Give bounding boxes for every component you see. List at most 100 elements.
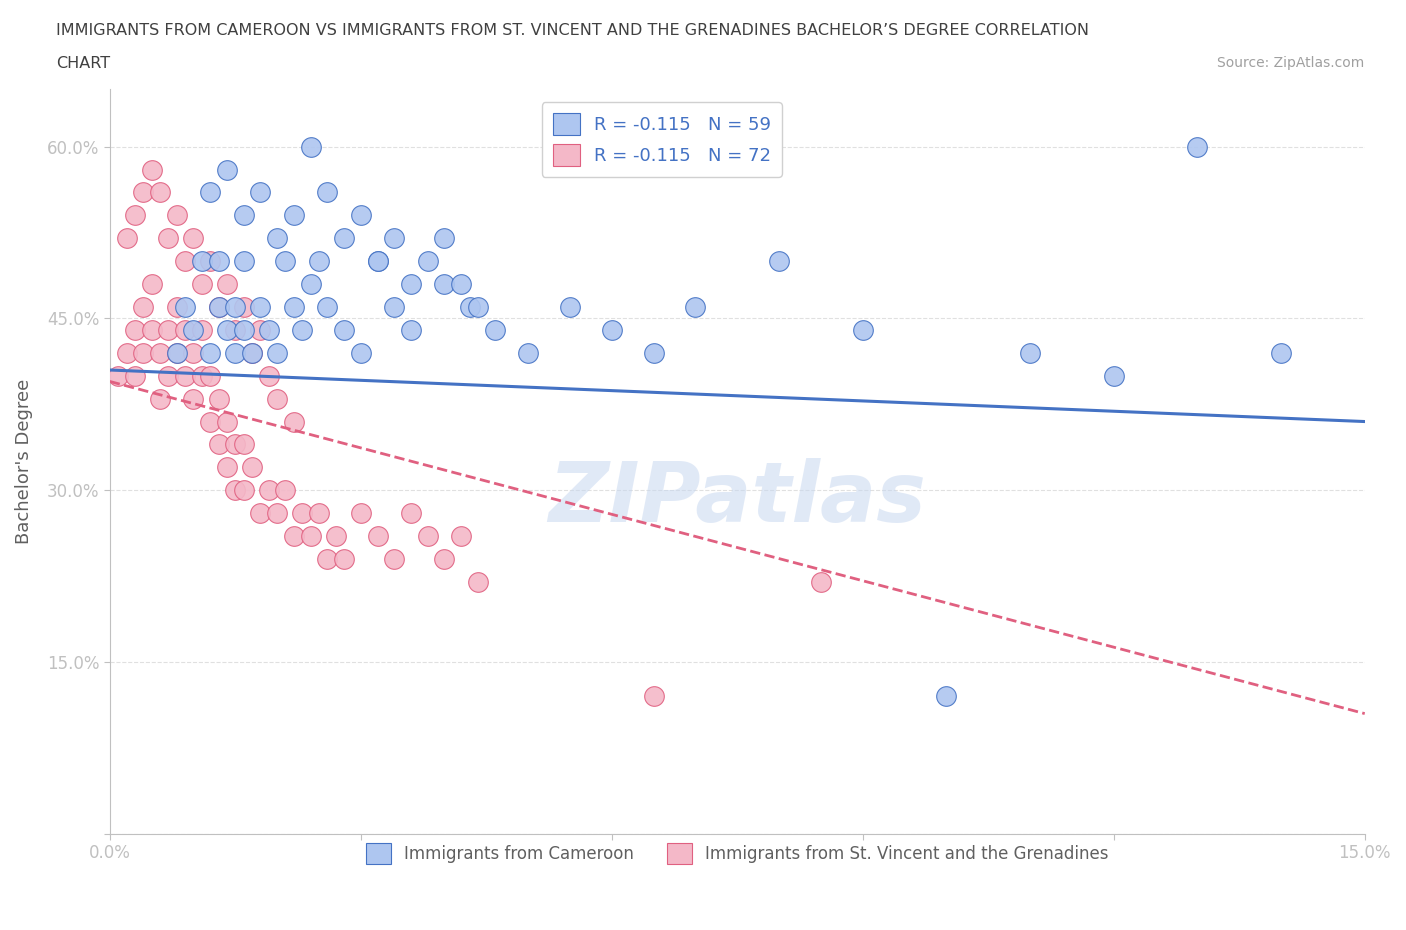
- Point: [191, 276, 214, 291]
- Point: [107, 368, 129, 383]
- Point: [224, 323, 246, 338]
- Point: [174, 254, 197, 269]
- Point: [141, 162, 163, 177]
- Point: [450, 276, 472, 291]
- Point: [207, 437, 229, 452]
- Point: [200, 185, 222, 200]
- Point: [266, 506, 288, 521]
- Text: IMMIGRANTS FROM CAMEROON VS IMMIGRANTS FROM ST. VINCENT AND THE GRENADINES BACHE: IMMIGRANTS FROM CAMEROON VS IMMIGRANTS F…: [56, 23, 1090, 38]
- Point: [174, 299, 197, 314]
- Point: [157, 231, 180, 246]
- Point: [200, 254, 222, 269]
- Point: [1019, 345, 1042, 360]
- Point: [207, 254, 229, 269]
- Point: [558, 299, 581, 314]
- Point: [200, 345, 222, 360]
- Point: [191, 368, 214, 383]
- Point: [299, 140, 322, 154]
- Point: [224, 345, 246, 360]
- Point: [257, 368, 280, 383]
- Point: [183, 231, 205, 246]
- Point: [200, 368, 222, 383]
- Point: [382, 551, 405, 566]
- Point: [1187, 140, 1209, 154]
- Point: [174, 368, 197, 383]
- Y-axis label: Bachelor's Degree: Bachelor's Degree: [15, 379, 32, 544]
- Point: [149, 345, 172, 360]
- Point: [207, 299, 229, 314]
- Point: [141, 323, 163, 338]
- Point: [232, 299, 254, 314]
- Point: [115, 345, 138, 360]
- Point: [291, 323, 314, 338]
- Point: [433, 276, 456, 291]
- Point: [316, 551, 339, 566]
- Point: [283, 414, 305, 429]
- Point: [484, 323, 506, 338]
- Point: [517, 345, 540, 360]
- Point: [200, 414, 222, 429]
- Point: [325, 528, 347, 543]
- Point: [333, 323, 356, 338]
- Point: [1270, 345, 1292, 360]
- Point: [232, 208, 254, 223]
- Point: [166, 299, 188, 314]
- Point: [768, 254, 790, 269]
- Point: [215, 460, 238, 475]
- Point: [274, 483, 297, 498]
- Point: [852, 323, 875, 338]
- Point: [191, 254, 214, 269]
- Legend: Immigrants from Cameroon, Immigrants from St. Vincent and the Grenadines: Immigrants from Cameroon, Immigrants fro…: [359, 837, 1115, 870]
- Point: [249, 299, 271, 314]
- Point: [249, 185, 271, 200]
- Text: Source: ZipAtlas.com: Source: ZipAtlas.com: [1216, 56, 1364, 70]
- Point: [141, 276, 163, 291]
- Point: [433, 551, 456, 566]
- Point: [215, 414, 238, 429]
- Point: [124, 368, 146, 383]
- Point: [367, 528, 389, 543]
- Point: [257, 483, 280, 498]
- Point: [183, 323, 205, 338]
- Point: [333, 551, 356, 566]
- Point: [132, 345, 155, 360]
- Point: [266, 345, 288, 360]
- Point: [308, 254, 330, 269]
- Point: [283, 528, 305, 543]
- Point: [1102, 368, 1125, 383]
- Point: [124, 208, 146, 223]
- Point: [266, 392, 288, 406]
- Point: [291, 506, 314, 521]
- Point: [935, 689, 957, 704]
- Point: [166, 345, 188, 360]
- Point: [399, 323, 422, 338]
- Point: [207, 299, 229, 314]
- Point: [299, 276, 322, 291]
- Point: [399, 506, 422, 521]
- Point: [382, 231, 405, 246]
- Point: [600, 323, 623, 338]
- Point: [115, 231, 138, 246]
- Text: CHART: CHART: [56, 56, 110, 71]
- Point: [316, 185, 339, 200]
- Point: [132, 299, 155, 314]
- Point: [382, 299, 405, 314]
- Point: [215, 162, 238, 177]
- Point: [207, 392, 229, 406]
- Point: [643, 689, 665, 704]
- Point: [274, 254, 297, 269]
- Point: [232, 437, 254, 452]
- Point: [232, 483, 254, 498]
- Point: [467, 299, 489, 314]
- Point: [240, 460, 263, 475]
- Point: [174, 323, 197, 338]
- Point: [166, 208, 188, 223]
- Point: [215, 276, 238, 291]
- Point: [224, 437, 246, 452]
- Point: [350, 345, 373, 360]
- Point: [333, 231, 356, 246]
- Point: [224, 483, 246, 498]
- Point: [157, 368, 180, 383]
- Point: [149, 185, 172, 200]
- Point: [249, 506, 271, 521]
